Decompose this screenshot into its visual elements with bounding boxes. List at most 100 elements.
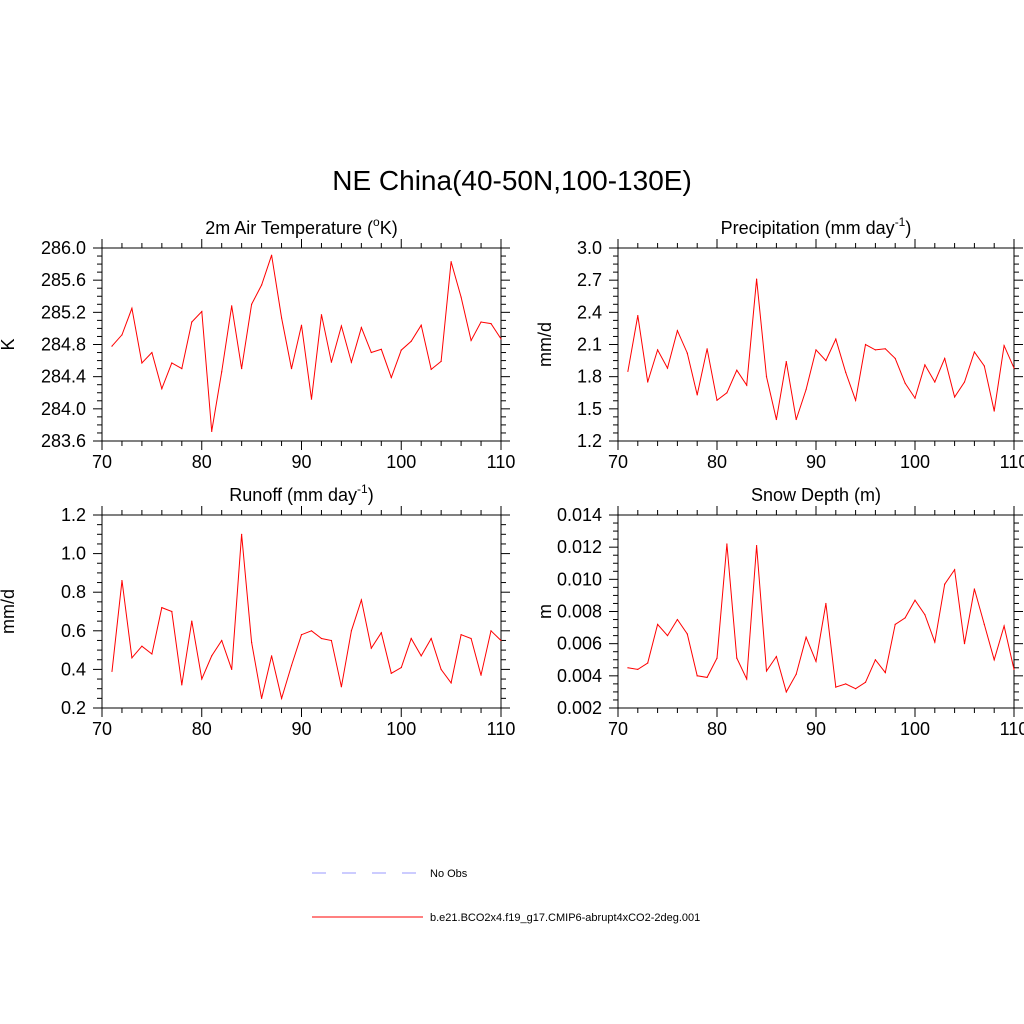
data-point — [310, 398, 313, 400]
y-tick-label: 2.7 — [577, 270, 602, 290]
x-tick-label: 70 — [608, 452, 628, 472]
data-point — [490, 322, 492, 325]
data-point — [785, 361, 787, 363]
data-point — [637, 668, 639, 671]
data-point — [340, 325, 342, 327]
plot-frame — [101, 514, 502, 709]
data-point — [310, 630, 313, 632]
data-point — [181, 368, 183, 370]
data-point — [835, 686, 837, 688]
y-tick-label: 0.012 — [557, 537, 602, 557]
data-point — [350, 630, 352, 632]
data-point — [934, 381, 936, 383]
data-point — [676, 618, 679, 621]
x-tick-label: 110 — [487, 452, 516, 472]
data-point — [637, 314, 639, 317]
data-point — [141, 645, 143, 647]
data-point — [666, 635, 669, 637]
data-point — [983, 365, 985, 367]
data-point — [993, 659, 995, 661]
data-point — [884, 348, 886, 350]
data-point — [765, 670, 768, 672]
y-axis-label: K — [0, 338, 18, 350]
y-tick-label: 0.4 — [61, 659, 86, 679]
data-point — [993, 410, 995, 412]
data-point — [647, 381, 649, 383]
y-tick-label: 1.2 — [577, 431, 602, 451]
x-tick-label: 90 — [291, 452, 311, 472]
data-point — [221, 371, 223, 373]
y-axis-label: mm/d — [0, 589, 18, 634]
data-point — [330, 639, 333, 642]
data-point — [726, 392, 728, 394]
data-point — [676, 329, 679, 332]
data-point — [736, 657, 738, 659]
data-point — [825, 359, 827, 362]
data-point — [954, 569, 956, 571]
data-point — [815, 660, 817, 662]
data-point — [716, 657, 718, 659]
y-tick-label: 285.2 — [41, 302, 86, 322]
data-point — [647, 662, 649, 664]
chart-panel-1: 70 80 90 100 110 283.6 284.0 284.4 284.8 285.2 285… — [0, 215, 515, 472]
x-tick-label: 80 — [707, 452, 727, 472]
data-point — [320, 637, 323, 640]
data-point — [121, 580, 123, 582]
y-tick-label: 2.4 — [577, 302, 602, 322]
series-line — [627, 543, 1015, 694]
y-tick-label: 286.0 — [41, 238, 86, 258]
chart-panel-3: 70 80 90 100 110 0.2 0.4 0.6 0.8 1.0 1.2 mm/d Runoff… — [0, 482, 515, 739]
data-point — [657, 349, 659, 351]
data-point — [320, 314, 323, 316]
data-point — [756, 278, 758, 280]
plot-frame — [101, 247, 502, 442]
data-point — [825, 602, 827, 605]
panel-title: 2m Air Temperature (oK) — [205, 215, 397, 238]
data-point — [270, 655, 273, 657]
data-point — [241, 368, 243, 370]
data-point — [111, 345, 113, 347]
x-tick-label: 100 — [386, 452, 416, 472]
data-point — [490, 630, 492, 632]
y-tick-label: 0.8 — [61, 582, 86, 602]
data-point — [430, 637, 432, 640]
data-point — [450, 261, 452, 263]
x-tick-label: 90 — [806, 719, 826, 739]
data-point — [470, 339, 472, 342]
data-point — [963, 381, 966, 383]
data-point — [944, 357, 946, 360]
y-tick-label: 1.8 — [577, 367, 602, 387]
data-point — [151, 653, 153, 655]
data-point — [151, 351, 153, 354]
data-point — [400, 666, 402, 669]
data-point — [460, 634, 462, 636]
series-line — [627, 279, 1015, 420]
x-tick-label: 80 — [192, 719, 212, 739]
x-tick-label: 100 — [900, 452, 930, 472]
data-point — [973, 588, 976, 590]
data-point — [201, 678, 203, 680]
data-point — [904, 617, 906, 619]
data-point — [460, 296, 462, 298]
data-point — [390, 672, 392, 674]
data-point — [410, 340, 412, 342]
y-axis-label: m — [535, 604, 555, 619]
data-point — [884, 672, 886, 674]
data-point — [726, 543, 728, 545]
y-tick-label: 0.010 — [557, 569, 602, 589]
x-tick-label: 100 — [386, 719, 416, 739]
x-tick-label: 110 — [1000, 452, 1024, 472]
y-tick-label: 0.004 — [557, 666, 602, 686]
data-point — [657, 623, 659, 625]
data-point — [627, 370, 629, 372]
data-point — [181, 684, 183, 686]
data-point — [914, 397, 916, 399]
data-point — [686, 633, 688, 635]
y-tick-label: 0.008 — [557, 602, 602, 622]
series-line — [111, 534, 502, 701]
data-point — [480, 674, 482, 676]
data-point — [370, 351, 372, 354]
data-point — [696, 394, 698, 396]
data-point — [280, 697, 283, 699]
plot-frame — [617, 247, 1015, 442]
